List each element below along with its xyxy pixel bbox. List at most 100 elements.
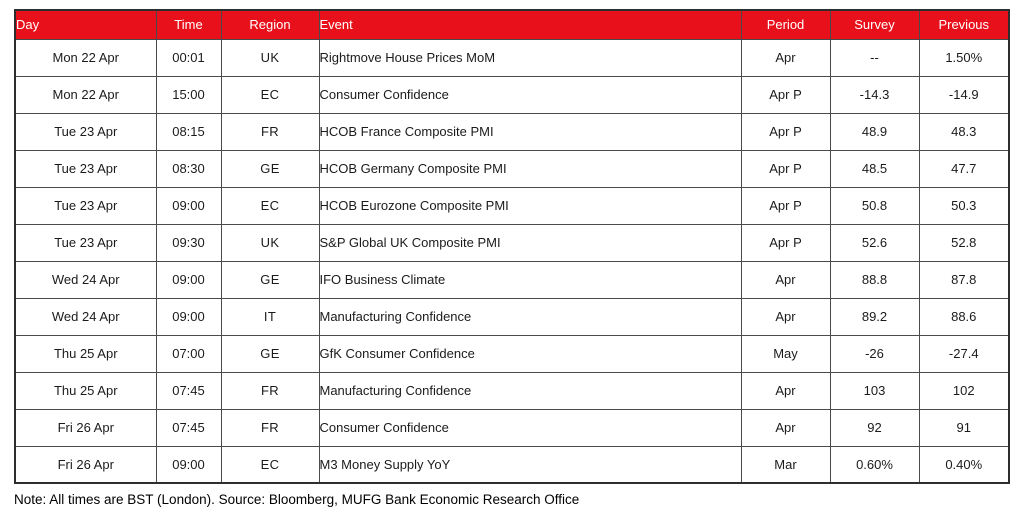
cell-time: 07:45	[155, 371, 222, 410]
cell-previous: 47.7	[918, 149, 1010, 188]
cell-period: Apr P	[740, 223, 831, 262]
cell-region: FR	[220, 112, 320, 151]
cell-time: 00:01	[155, 38, 222, 77]
cell-previous: 52.8	[918, 223, 1010, 262]
cell-time: 09:00	[155, 260, 222, 299]
cell-period: Apr	[740, 38, 831, 77]
cell-region: EC	[220, 186, 320, 225]
table-row: Mon 22 Apr 15:00 EC Consumer Confidence …	[14, 75, 1010, 114]
cell-period: Apr	[740, 371, 831, 410]
cell-previous: 48.3	[918, 112, 1010, 151]
cell-survey: 92	[829, 408, 920, 447]
cell-survey: 48.9	[829, 112, 920, 151]
table-row: Fri 26 Apr 07:45 FR Consumer Confidence …	[14, 408, 1010, 447]
cell-event: IFO Business Climate	[318, 260, 742, 299]
cell-event: Manufacturing Confidence	[318, 371, 742, 410]
cell-region: GE	[220, 149, 320, 188]
cell-period: Apr P	[740, 149, 831, 188]
cell-survey: 88.8	[829, 260, 920, 299]
cell-day: Fri 26 Apr	[14, 445, 157, 484]
header-region: Region	[220, 9, 320, 40]
cell-time: 15:00	[155, 75, 222, 114]
cell-previous: 50.3	[918, 186, 1010, 225]
cell-survey: 50.8	[829, 186, 920, 225]
cell-region: FR	[220, 371, 320, 410]
cell-survey: 89.2	[829, 297, 920, 336]
cell-event: Consumer Confidence	[318, 75, 742, 114]
cell-period: Apr P	[740, 112, 831, 151]
cell-event: HCOB France Composite PMI	[318, 112, 742, 151]
cell-previous: 102	[918, 371, 1010, 410]
cell-previous: 91	[918, 408, 1010, 447]
cell-region: EC	[220, 445, 320, 484]
header-period: Period	[740, 9, 831, 40]
cell-time: 07:45	[155, 408, 222, 447]
cell-day: Mon 22 Apr	[14, 75, 157, 114]
cell-survey: 52.6	[829, 223, 920, 262]
cell-region: UK	[220, 223, 320, 262]
cell-day: Mon 22 Apr	[14, 38, 157, 77]
table-row: Mon 22 Apr 00:01 UK Rightmove House Pric…	[14, 38, 1010, 77]
cell-event: Consumer Confidence	[318, 408, 742, 447]
cell-survey: 0.60%	[829, 445, 920, 484]
table-row: Tue 23 Apr 08:15 FR HCOB France Composit…	[14, 112, 1010, 151]
cell-survey: --	[829, 38, 920, 77]
cell-previous: -27.4	[918, 334, 1010, 373]
cell-period: Apr	[740, 260, 831, 299]
cell-survey: 48.5	[829, 149, 920, 188]
table-header: Day Time Region Event Period Survey Prev…	[14, 9, 1010, 40]
cell-event: S&P Global UK Composite PMI	[318, 223, 742, 262]
cell-time: 09:30	[155, 223, 222, 262]
table-row: Tue 23 Apr 09:30 UK S&P Global UK Compos…	[14, 223, 1010, 262]
cell-region: GE	[220, 260, 320, 299]
cell-region: GE	[220, 334, 320, 373]
cell-day: Tue 23 Apr	[14, 112, 157, 151]
cell-period: Mar	[740, 445, 831, 484]
cell-period: Apr P	[740, 75, 831, 114]
header-row: Day Time Region Event Period Survey Prev…	[14, 9, 1010, 40]
cell-day: Thu 25 Apr	[14, 334, 157, 373]
cell-time: 09:00	[155, 186, 222, 225]
table-row: Wed 24 Apr 09:00 IT Manufacturing Confid…	[14, 297, 1010, 336]
header-survey: Survey	[829, 9, 920, 40]
cell-region: UK	[220, 38, 320, 77]
table-row: Thu 25 Apr 07:00 GE GfK Consumer Confide…	[14, 334, 1010, 373]
table-body: Mon 22 Apr 00:01 UK Rightmove House Pric…	[14, 38, 1010, 484]
cell-region: IT	[220, 297, 320, 336]
cell-survey: 103	[829, 371, 920, 410]
cell-day: Fri 26 Apr	[14, 408, 157, 447]
header-event: Event	[318, 9, 742, 40]
cell-period: May	[740, 334, 831, 373]
header-day: Day	[14, 9, 157, 40]
source-note: Note: All times are BST (London). Source…	[14, 492, 580, 507]
table-row: Tue 23 Apr 09:00 EC HCOB Eurozone Compos…	[14, 186, 1010, 225]
cell-previous: 1.50%	[918, 38, 1010, 77]
table-row: Fri 26 Apr 09:00 EC M3 Money Supply YoY …	[14, 445, 1010, 484]
cell-event: M3 Money Supply YoY	[318, 445, 742, 484]
cell-previous: 0.40%	[918, 445, 1010, 484]
cell-period: Apr P	[740, 186, 831, 225]
cell-time: 08:15	[155, 112, 222, 151]
cell-day: Thu 25 Apr	[14, 371, 157, 410]
cell-day: Wed 24 Apr	[14, 297, 157, 336]
cell-survey: -14.3	[829, 75, 920, 114]
cell-survey: -26	[829, 334, 920, 373]
table-row: Wed 24 Apr 09:00 GE IFO Business Climate…	[14, 260, 1010, 299]
cell-time: 08:30	[155, 149, 222, 188]
cell-period: Apr	[740, 408, 831, 447]
cell-day: Tue 23 Apr	[14, 223, 157, 262]
cell-day: Tue 23 Apr	[14, 186, 157, 225]
cell-event: HCOB Eurozone Composite PMI	[318, 186, 742, 225]
cell-previous: 87.8	[918, 260, 1010, 299]
cell-time: 09:00	[155, 297, 222, 336]
cell-region: EC	[220, 75, 320, 114]
cell-region: FR	[220, 408, 320, 447]
cell-event: Rightmove House Prices MoM	[318, 38, 742, 77]
cell-time: 07:00	[155, 334, 222, 373]
cell-event: Manufacturing Confidence	[318, 297, 742, 336]
table-row: Tue 23 Apr 08:30 GE HCOB Germany Composi…	[14, 149, 1010, 188]
cell-time: 09:00	[155, 445, 222, 484]
cell-previous: 88.6	[918, 297, 1010, 336]
cell-event: HCOB Germany Composite PMI	[318, 149, 742, 188]
